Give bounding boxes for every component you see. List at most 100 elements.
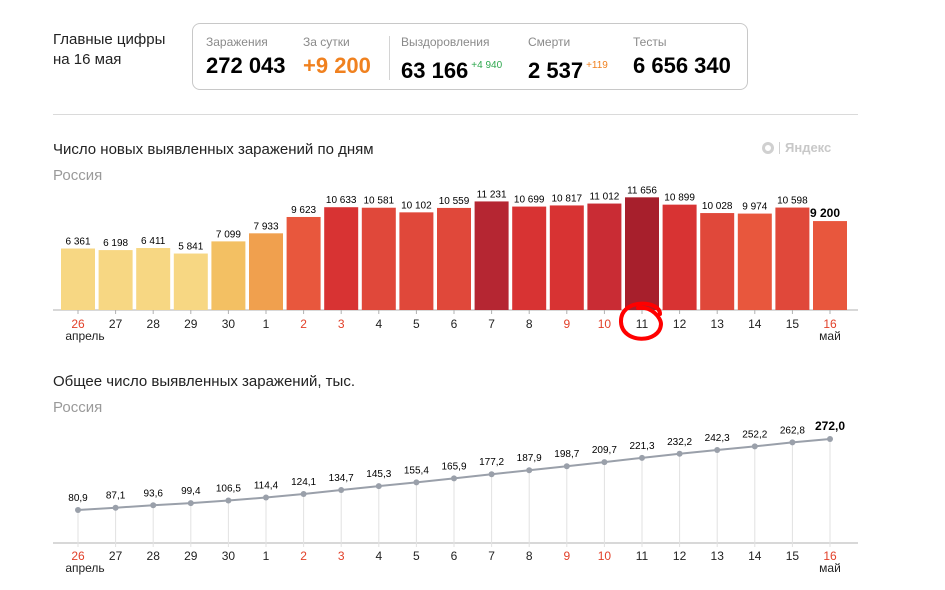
line-x-tick-label: 30 [222, 549, 236, 563]
bar-9[interactable] [549, 205, 584, 310]
line-value-label: 124,1 [291, 477, 316, 488]
line-point-16[interactable] [827, 436, 833, 442]
stat-deaths-delta: +119 [586, 60, 608, 71]
bar-29[interactable] [173, 253, 208, 310]
line-point-4[interactable] [375, 483, 382, 490]
bar-x-tick-label: 12 [673, 317, 687, 331]
line-month-label-may: май [819, 561, 841, 575]
bar-26[interactable] [61, 248, 95, 310]
line-chart-subtitle: Россия [53, 399, 103, 416]
highlight-circle-marker [618, 301, 664, 341]
bar-x-tick-label: 8 [526, 317, 533, 331]
bar-2[interactable] [286, 216, 321, 310]
bar-x-tick-label: 11 [636, 317, 649, 331]
line-x-tick-label: 4 [375, 549, 382, 563]
bar-x-tick-label: 28 [147, 317, 161, 331]
line-point-12[interactable] [676, 450, 683, 457]
bar-x-tick-label: 29 [184, 317, 198, 331]
line-point-8[interactable] [526, 467, 533, 474]
bar-value-label: 6 198 [103, 238, 128, 249]
bar-value-label: 7 933 [253, 221, 278, 232]
line-month-label-april: апрель [65, 561, 104, 575]
line-value-label: 134,7 [329, 473, 354, 484]
line-point-30[interactable] [225, 497, 232, 504]
bar-12[interactable] [662, 204, 697, 310]
bar-4[interactable] [361, 207, 396, 310]
bar-10[interactable] [587, 203, 622, 310]
bar-x-tick-label: 26 [71, 317, 85, 331]
bar-30[interactable] [211, 241, 246, 310]
bar-x-tick-label: 10 [598, 317, 612, 331]
bar-chart-title: Число новых выявленных заражений по дням [53, 141, 374, 158]
logo-separator [779, 142, 780, 154]
bar-16[interactable] [813, 221, 847, 310]
bar-value-label: 7 099 [216, 229, 241, 240]
bar-8[interactable] [512, 206, 547, 310]
bar-value-label: 11 656 [627, 185, 657, 196]
line-point-29[interactable] [187, 500, 194, 507]
bar-5[interactable] [399, 212, 434, 310]
line-point-1[interactable] [263, 494, 269, 501]
bar-x-tick-label: 15 [786, 317, 800, 331]
line-point-11[interactable] [639, 454, 645, 461]
line-point-7[interactable] [488, 471, 495, 478]
bar-28[interactable] [136, 248, 171, 310]
stat-recovered-delta: +4 940 [471, 60, 503, 71]
bar-13[interactable] [700, 213, 735, 310]
line-value-label: 114,4 [254, 481, 279, 492]
bar-value-label: 10 598 [777, 196, 808, 207]
stat-daily-value: +9 200 [303, 53, 371, 78]
line-value-label: 232,2 [667, 437, 692, 448]
bar-value-label: 11 012 [589, 192, 619, 203]
bar-month-label-may: май [819, 329, 841, 343]
line-point-28[interactable] [150, 502, 157, 509]
line-point-9[interactable] [563, 463, 570, 470]
line-point-5[interactable] [413, 479, 420, 486]
line-point-6[interactable] [451, 475, 457, 482]
stat-deaths-value: 2 537 [528, 58, 584, 83]
bar-11[interactable] [625, 197, 659, 310]
bar-27[interactable] [98, 250, 133, 310]
yandex-logo[interactable]: Яндекс [762, 140, 831, 155]
line-value-label: 272,0 [815, 419, 845, 433]
line-point-13[interactable] [714, 447, 721, 454]
stat-infected-label: Заражения [206, 35, 268, 49]
line-value-label: 145,3 [366, 469, 391, 480]
line-point-3[interactable] [338, 487, 345, 494]
line-point-14[interactable] [751, 443, 758, 450]
stat-infected-value: 272 043 [206, 53, 286, 78]
headline-date: на 16 мая [53, 51, 122, 68]
bar-value-label: 9 200 [810, 206, 840, 220]
bar-14[interactable] [737, 213, 772, 310]
line-point-10[interactable] [601, 459, 608, 466]
line-value-label: 221,3 [629, 441, 654, 452]
stat-tests: Тесты 6 656 340 [633, 35, 731, 81]
stat-recovered: Выздоровления 63 166 +4 940 [401, 35, 502, 86]
bar-value-label: 6 411 [141, 236, 166, 247]
bar-chart-subtitle: Россия [53, 167, 103, 184]
line-x-tick-label: 1 [263, 549, 270, 563]
bar-7[interactable] [474, 201, 509, 310]
stats-divider [389, 36, 390, 80]
bar-15[interactable] [775, 207, 810, 310]
bar-value-label: 10 581 [364, 196, 395, 207]
bar-x-tick-label: 16 [823, 317, 837, 331]
bar-6[interactable] [437, 207, 471, 310]
bar-value-label: 9 623 [291, 205, 316, 216]
bar-x-tick-label: 30 [222, 317, 236, 331]
line-point-15[interactable] [789, 439, 796, 446]
stat-deaths-label: Смерти [528, 35, 571, 49]
bar-x-tick-label: 3 [338, 317, 345, 331]
bar-1[interactable] [249, 233, 283, 310]
stat-deaths: Смерти 2 537 +119 [528, 35, 608, 86]
line-point-26[interactable] [75, 507, 81, 513]
line-point-2[interactable] [300, 490, 307, 497]
bar-3[interactable] [324, 207, 359, 310]
line-value-label: 80,9 [68, 493, 88, 504]
line-value-label: 262,8 [780, 425, 805, 436]
line-chart-title: Общее число выявленных заражений, тыс. [53, 373, 355, 390]
bar-x-tick-label: 5 [413, 317, 420, 331]
yandex-logo-text: Яндекс [785, 140, 832, 155]
bar-x-tick-label: 6 [451, 317, 458, 331]
line-point-27[interactable] [112, 504, 119, 511]
